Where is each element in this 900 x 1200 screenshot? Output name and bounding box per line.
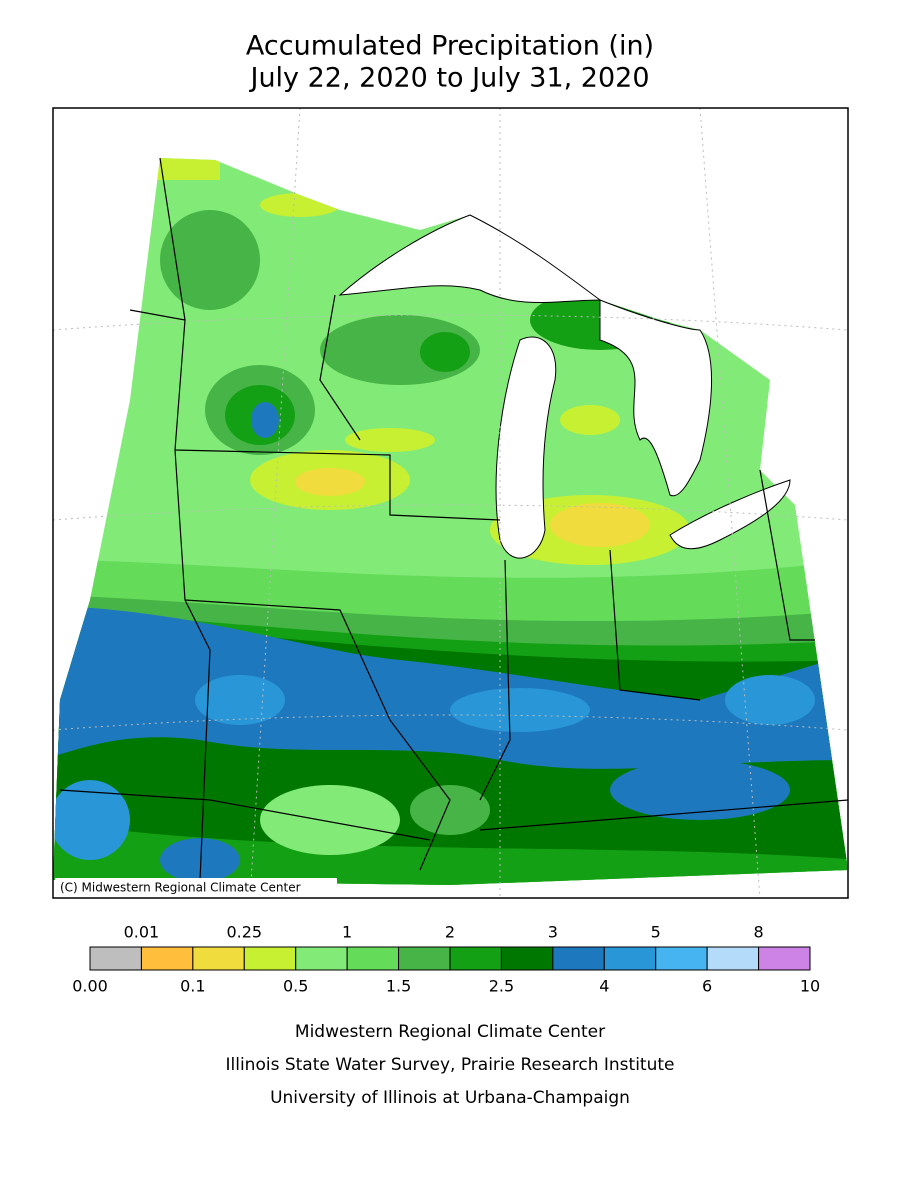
legend-label: 3: [548, 923, 558, 942]
field-blob: [160, 210, 260, 310]
legend-label: 0.01: [124, 923, 160, 942]
field-blob: [160, 838, 240, 882]
field-band: [53, 605, 848, 769]
field-blob: [295, 468, 365, 496]
field-blob: [260, 193, 340, 217]
footer-line: University of Illinois at Urbana-Champai…: [270, 1088, 630, 1108]
legend-swatch: [398, 946, 451, 971]
legend-swatch: [140, 946, 194, 971]
legend-label: 2.5: [489, 977, 514, 996]
field-blob: [53, 780, 130, 860]
legend-label: 2: [445, 923, 455, 942]
legend-swatch: [706, 946, 760, 971]
legend-swatch: [89, 946, 142, 971]
legend-label: 8: [753, 923, 763, 942]
legend-label: 4: [599, 977, 609, 996]
subtitle: July 22, 2020 to July 31, 2020: [248, 63, 649, 94]
legend-label: 10: [800, 977, 820, 996]
field-blob: [150, 158, 220, 180]
lake-erie: [669, 479, 791, 550]
title: Accumulated Precipitation (in): [246, 31, 654, 62]
copyright: (C) Midwestern Regional Climate Center: [60, 881, 301, 895]
legend-label: 0.1: [180, 977, 205, 996]
field-blob: [550, 503, 650, 547]
legend-swatch: [603, 946, 657, 971]
legend-label: 0.5: [283, 977, 308, 996]
field-blob: [610, 760, 790, 820]
legend-swatch: [449, 946, 502, 971]
legend-swatch: [243, 946, 297, 971]
field-blob: [420, 332, 470, 372]
legend-label: 0.25: [226, 923, 262, 942]
field-blob: [410, 785, 490, 835]
map: [53, 108, 848, 898]
legend-swatch: [758, 946, 811, 971]
footer-line: Midwestern Regional Climate Center: [295, 1022, 605, 1042]
legend-label: 6: [702, 977, 712, 996]
copyright-bg: [55, 878, 337, 896]
field-blob: [251, 402, 279, 438]
field-blob: [260, 785, 400, 855]
map-frame: [52, 107, 849, 899]
field-blob: [195, 675, 285, 725]
legend-label: 5: [651, 923, 661, 942]
field-blob: [560, 405, 620, 435]
legend-swatch: [346, 946, 400, 971]
lake-michigan: [495, 336, 557, 559]
legend-label: 1.5: [386, 977, 411, 996]
state-borders: [59, 157, 848, 881]
legend: 0.00 0.01 0.1 0.25 0.5 1 1.5 2 2.5 3 4 5 6 8 10: [72, 923, 820, 996]
legend-swatch: [655, 946, 708, 971]
legend-swatch: [552, 946, 605, 971]
legend-swatch: [192, 946, 245, 971]
footer-line: Illinois State Water Survey, Prairie Res…: [226, 1055, 675, 1075]
field-blob: [450, 688, 590, 732]
lake-huron: [599, 299, 713, 497]
legend-label: 0.00: [72, 977, 108, 996]
legend-swatch: [295, 946, 348, 971]
legend-label: 1: [342, 923, 352, 942]
field-blob: [345, 428, 435, 452]
field-blob: [725, 675, 815, 725]
legend-swatch: [500, 946, 554, 971]
graticule: [53, 108, 848, 898]
